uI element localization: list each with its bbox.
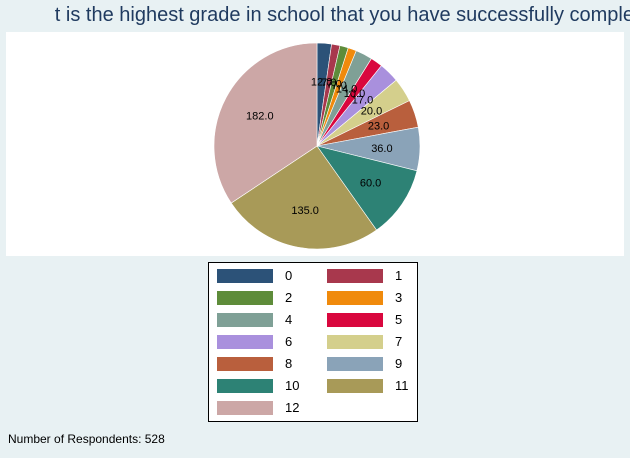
legend-swatch-8 [217, 357, 273, 371]
slice-label-1: 7.0 [321, 77, 336, 89]
legend-swatch-3 [327, 291, 383, 305]
legend-swatch-7 [327, 335, 383, 349]
legend-item-12: 12 [217, 399, 317, 415]
pie-slice-11 [230, 145, 377, 250]
legend-item-4: 4 [217, 311, 317, 327]
legend-label-1: 1 [395, 268, 403, 283]
legend-swatch-12 [217, 401, 273, 415]
legend-item-10: 10 [217, 377, 317, 393]
legend-label-8: 8 [285, 356, 293, 371]
legend-swatch-11 [327, 379, 383, 393]
legend-item-2: 2 [217, 289, 317, 305]
legend-label-2: 2 [285, 290, 293, 305]
plot-panel: 12.0 7.0 7.0 7.0 14.0 10.0 17.0 20.0 23.0 36.0 60.… [6, 32, 624, 256]
legend-label-4: 4 [285, 312, 293, 327]
legend-swatch-2 [217, 291, 273, 305]
slice-label-11: 135.0 [291, 205, 319, 217]
legend-item-5: 5 [327, 311, 427, 327]
slice-label-7: 20.0 [361, 106, 382, 118]
legend-label-11: 11 [395, 378, 409, 393]
pie-slice-10 [316, 145, 418, 231]
legend-label-3: 3 [395, 290, 403, 305]
slice-label-6: 17.0 [352, 95, 373, 107]
slice-label-12: 182.0 [246, 110, 274, 122]
legend-label-0: 0 [285, 268, 293, 283]
slice-label-4: 14.0 [336, 83, 357, 95]
legend-item-1: 1 [327, 267, 427, 283]
legend-label-10: 10 [285, 378, 300, 393]
respondent-count: Number of Respondents: 528 [8, 432, 165, 446]
slice-label-3: 7.0 [332, 80, 347, 92]
slice-label-2: 7.0 [326, 78, 341, 90]
legend-item-0: 0 [217, 267, 317, 283]
slice-label-9: 36.0 [371, 143, 392, 155]
pie-chart: 12.07.07.07.014.010.017.020.0 23.0 36.0 60.… [213, 42, 421, 250]
legend-label-9: 9 [395, 356, 403, 371]
slice-label-10: 60.0 [360, 178, 381, 190]
slice-label-0: 12.0 [311, 76, 332, 88]
legend-swatch-4 [217, 313, 273, 327]
legend-item-6: 6 [217, 333, 317, 349]
legend-swatch-1 [327, 269, 383, 283]
legend-swatch-6 [217, 335, 273, 349]
chart-title: t is the highest grade in school that yo… [54, 4, 630, 26]
legend-item-7: 7 [327, 333, 427, 349]
legend-label-6: 6 [285, 334, 293, 349]
legend-label-12: 12 [285, 400, 300, 415]
legend-swatch-9 [327, 357, 383, 371]
legend-swatch-10 [217, 379, 273, 393]
legend-swatch-0 [217, 269, 273, 283]
pie-slice-12 [213, 42, 318, 204]
legend-item-9: 9 [327, 355, 427, 371]
slice-label-5: 10.0 [344, 88, 365, 100]
legend-label-5: 5 [395, 312, 403, 327]
legend-swatch-5 [327, 313, 383, 327]
legend-item-3: 3 [327, 289, 427, 305]
legend: 0 1 2 3 4 5 6 7 8 9 10 11 12 [208, 262, 418, 422]
legend-item-11: 11 [327, 377, 427, 393]
legend-label-7: 7 [395, 334, 403, 349]
slice-label-8: 23.0 [368, 121, 389, 133]
legend-item-8: 8 [217, 355, 317, 371]
